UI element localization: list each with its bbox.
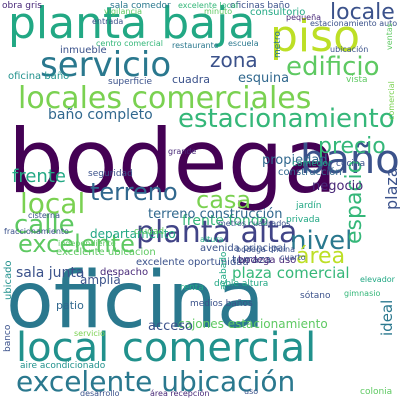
word-negocio: negocio	[312, 179, 364, 194]
word-ubicado: ubicado	[3, 260, 14, 300]
word-elevador: elevador	[360, 275, 395, 284]
word-metro: metro	[273, 31, 283, 58]
word-patio: patio	[56, 299, 84, 312]
word-ubicacion: ubicación	[330, 45, 369, 54]
word-estacionamiento-auto: estacionamiento auto	[310, 19, 398, 28]
word-oficinas-bano: oficinas baño	[230, 1, 290, 11]
word-comercial: comercial	[387, 81, 396, 120]
word-precio: precio	[318, 134, 386, 159]
word-locale: locale	[330, 0, 395, 25]
word-ventas: ventas	[385, 23, 394, 50]
word-independiente: independiente	[58, 239, 116, 248]
word-local: local	[20, 187, 86, 220]
word-ciudad: ciudad	[134, 227, 165, 237]
word-excelente-ubicacion-small: excelente ubicacion	[56, 247, 156, 258]
word-entrada: entrada	[92, 17, 124, 26]
word-servicio: servicio	[40, 45, 172, 85]
word-cuadra: cuadra	[172, 73, 211, 86]
word-sala-junta: sala junta	[16, 265, 85, 281]
word-piso: piso	[270, 11, 360, 62]
word-bano-completo: baño completo	[48, 107, 153, 123]
word-espacio: espacio	[342, 159, 367, 244]
word-superficie: superficie	[108, 77, 152, 87]
word-pequena: pequeña	[286, 13, 322, 22]
word-excelente: excelente	[18, 230, 135, 258]
word-desarrollo: desarrollo	[80, 389, 120, 398]
word-propiedad: propiedad	[262, 153, 328, 168]
word-banco: banco	[3, 324, 13, 352]
word-plaza-comercial: plaza comercial	[232, 264, 350, 282]
word-sotano: sótano	[300, 291, 331, 301]
word-area-recepcion: área recepción	[150, 389, 210, 398]
word-minuto: minuto	[204, 7, 233, 16]
word-doble-altura: doble altura	[214, 279, 269, 289]
word-centro-comercial: centro comercial	[96, 39, 163, 48]
word-terreno: terreno	[90, 178, 178, 206]
word-excelente-local: excelente local	[178, 1, 239, 10]
word-terreno-construccion: terreno construcción	[148, 207, 283, 222]
word-departamento: departamento	[90, 227, 176, 241]
word-construccion: construcción	[278, 167, 342, 178]
word-grande: grande	[168, 147, 197, 156]
word-bano: baño	[300, 137, 400, 183]
word-zona: zona	[210, 48, 258, 72]
word-inmueble: inmueble	[60, 45, 107, 56]
word-comedor: comedor	[292, 159, 332, 169]
word-metros-cuadrados: metros cuadrados	[218, 219, 291, 228]
word-escuela: escuela	[228, 39, 259, 48]
word-oficina-bano: oficina baño	[8, 71, 70, 82]
word-excelente-oportunidad: excelente oportunidad	[136, 257, 249, 268]
word-casa: casa	[196, 186, 252, 214]
word-area: área	[296, 244, 346, 269]
word-oficina: oficina	[6, 256, 265, 346]
word-excelente-ubicacion: excelente ubicación	[16, 365, 296, 398]
word-bodega-uso: bodega uso	[238, 255, 297, 266]
word-bodega: bodega	[8, 110, 338, 213]
word-vigilancia: vigilancia	[104, 7, 142, 16]
word-consultorio: consultorio	[250, 7, 306, 18]
word-renta: renta	[180, 283, 204, 293]
word-cajones-estacionamiento: cajones estacionamiento	[178, 317, 328, 331]
word-uso: uso	[244, 387, 259, 396]
word-terraza: terraza	[232, 253, 272, 266]
word-servicio-small: servicio	[74, 329, 105, 338]
word-altura: altura	[200, 235, 224, 244]
word-cocina: cocina	[336, 159, 366, 169]
word-aire-acondicionado: aire acondicionado	[20, 361, 106, 371]
word-calle: calle	[14, 210, 75, 240]
word-restaurante: restaurante	[172, 41, 219, 50]
word-amplia: amplia	[80, 273, 121, 287]
word-esquina: esquina	[238, 71, 290, 86]
word-obra-gris: obra gris	[2, 1, 42, 11]
word-medios-banos: medios baños	[190, 299, 253, 309]
word-colonia: colonia	[360, 387, 393, 397]
word-acceso: acceso	[148, 319, 193, 334]
word-avenida-principal: avenida principal	[200, 243, 287, 254]
word-despacho: despacho	[100, 267, 149, 278]
word-estacionamiento: estacionamiento	[178, 104, 395, 134]
word-cuarto: cuarto	[280, 253, 306, 262]
word-seguridad: seguridad	[88, 169, 133, 179]
word-gimnasio: gimnasio	[344, 289, 381, 298]
word-bodega-oficina: bodega oficina	[236, 245, 296, 254]
word-planta-baja: planta baja	[8, 0, 256, 49]
word-privada: privada	[286, 215, 320, 225]
word-planta-alta: planta alta	[136, 215, 298, 250]
word-frente: frente	[12, 166, 66, 187]
word-locales-comerciales: locales comerciales	[18, 81, 312, 116]
word-local-comercial: local comercial	[16, 325, 317, 371]
word-ideal: ideal	[378, 299, 396, 336]
word-sala-comedor: sala comedor	[110, 1, 171, 11]
word-edificio: edificio	[286, 52, 380, 82]
word-nivel: nivel	[290, 226, 353, 256]
word-jardin: jardín	[296, 201, 322, 211]
word-frente-fondo: frente fondo	[182, 213, 269, 229]
word-plaza: plaza	[382, 167, 400, 210]
word-vista: vista	[346, 75, 368, 85]
word-fraccionamiento: fraccionamiento	[4, 227, 69, 236]
word-cisterna: cisterna	[28, 211, 60, 220]
